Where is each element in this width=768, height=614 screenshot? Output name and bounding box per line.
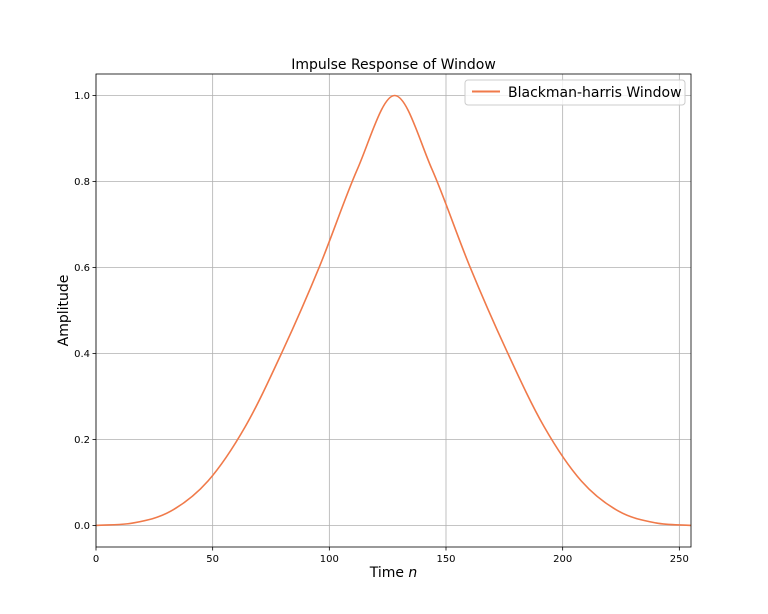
y-tick-label: 0.4: [74, 349, 90, 360]
x-tick-label: 100: [320, 554, 339, 565]
x-axis-label: Time n: [369, 565, 418, 581]
x-axis-ticks: 0 50 100 150 200 250: [93, 547, 689, 565]
x-axis-label-var: n: [408, 565, 417, 581]
legend-label: Blackman-harris Window: [508, 85, 682, 101]
chart-title: Impulse Response of Window: [291, 57, 496, 73]
y-tick-label: 0.2: [74, 435, 90, 446]
grid-lines: [95, 74, 691, 547]
x-tick-label: 200: [553, 554, 572, 565]
series-layer: [95, 94, 692, 527]
y-axis-label: Amplitude: [56, 275, 72, 347]
x-tick-label: 150: [436, 554, 455, 565]
x-tick-label: 50: [206, 554, 219, 565]
x-tick-label: 0: [93, 554, 99, 565]
plot-frame: [95, 73, 692, 548]
legend: Blackman-harris Window: [464, 79, 686, 106]
series-line: [95, 94, 692, 527]
y-tick-label: 1.0: [74, 91, 90, 102]
y-tick-label: 0.0: [74, 521, 90, 532]
y-axis-ticks: 0.0 0.2 0.4 0.6 0.8 1.0: [74, 91, 96, 532]
x-axis-label-prefix: Time: [369, 565, 409, 581]
y-tick-label: 0.8: [74, 177, 90, 188]
y-tick-label: 0.6: [74, 263, 90, 274]
legend-box: [464, 79, 686, 106]
x-tick-label: 250: [670, 554, 689, 565]
